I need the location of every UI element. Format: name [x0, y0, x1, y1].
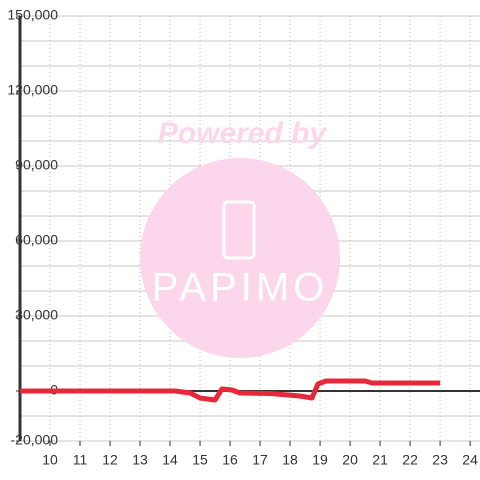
x-tick-label: 13	[132, 452, 148, 468]
watermark-logo: PAPIMO	[152, 266, 329, 310]
x-tick-label: 11	[73, 452, 88, 468]
watermark: Powered by PAPIMO	[140, 117, 340, 358]
y-tick-label: 120,000	[7, 82, 58, 98]
watermark-phone	[222, 200, 256, 260]
x-tick-label: 14	[162, 452, 178, 468]
y-tick-label: -20,000	[11, 432, 59, 448]
x-tick-label: 16	[222, 452, 238, 468]
y-tick-label: 60,000	[15, 232, 58, 248]
x-tick-label: 21	[372, 452, 388, 468]
data-line	[20, 378, 441, 403]
x-tick-label: 10	[42, 452, 58, 468]
x-tick-label: 18	[282, 452, 298, 468]
y-tick-label: 30,000	[15, 307, 58, 323]
y-tick-label: 90,000	[15, 157, 58, 173]
x-tick-label: 19	[312, 452, 328, 468]
x-tick-label: 22	[402, 452, 418, 468]
x-tick-label: 24	[462, 452, 478, 468]
watermark-text: Powered by	[158, 117, 328, 150]
x-tick-label: 17	[252, 452, 268, 468]
y-tick-label: 150,000	[7, 7, 58, 23]
x-tick-label: 12	[102, 452, 118, 468]
x-tick-label: 20	[342, 452, 358, 468]
x-tick-label: 15	[192, 452, 208, 468]
x-tick-label: 23	[432, 452, 448, 468]
